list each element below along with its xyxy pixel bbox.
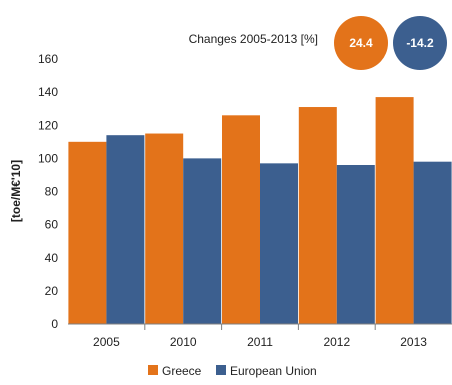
- eu-change-value: -14.2: [406, 36, 434, 50]
- y-tick-label: 40: [45, 251, 59, 265]
- x-tick-label: 2012: [323, 335, 350, 349]
- y-tick-label: 120: [38, 118, 58, 132]
- x-tick-label: 2010: [170, 335, 197, 349]
- bar-greece-2013: [375, 97, 414, 324]
- y-tick-label: 60: [45, 218, 59, 232]
- eu-change-badge: -14.2: [393, 16, 447, 70]
- legend-label-greece: Greece: [162, 364, 202, 378]
- y-tick-label: 140: [38, 85, 58, 99]
- x-axis-ticks: 2005 2010 2011 2012 2013: [93, 324, 427, 349]
- bar-greece-2011: [222, 115, 260, 324]
- greece-change-badge: 24.4: [334, 16, 388, 70]
- bar-european-union-2013: [413, 161, 452, 324]
- y-tick-label: 160: [38, 52, 58, 66]
- bar-greece-2012: [298, 107, 337, 324]
- bar-greece-2005: [68, 141, 107, 324]
- greece-change-circle: [334, 16, 388, 70]
- bar-european-union-2005: [106, 135, 145, 324]
- y-tick-label: 0: [51, 317, 58, 331]
- y-axis-label: [toe/M€'10]: [9, 160, 23, 222]
- x-tick-label: 2013: [400, 335, 427, 349]
- y-tick-label: 20: [45, 284, 59, 298]
- bar-european-union-2011: [260, 163, 298, 324]
- legend-item-european-union: European Union: [216, 364, 317, 378]
- legend-label-european-union: European Union: [230, 364, 317, 378]
- legend: Greece European Union: [148, 364, 317, 378]
- x-tick-label: 2011: [247, 335, 273, 349]
- legend-swatch-european-union: [216, 365, 226, 375]
- bar-greece-2010: [145, 133, 184, 324]
- eu-change-circle: [393, 16, 447, 70]
- y-tick-label: 80: [45, 185, 59, 199]
- legend-swatch-greece: [148, 365, 158, 375]
- bar-european-union-2010: [183, 158, 222, 324]
- chart-title: Changes 2005-2013 [%]: [189, 32, 318, 46]
- y-axis-ticks: 0 20 40 60 80 100 120 140 160: [38, 52, 58, 331]
- bar-european-union-2012: [336, 165, 375, 324]
- legend-item-greece: Greece: [148, 364, 202, 378]
- x-tick-label: 2005: [93, 335, 120, 349]
- bar-series: [68, 97, 452, 324]
- greece-change-value: 24.4: [349, 36, 373, 50]
- y-tick-label: 100: [38, 151, 58, 165]
